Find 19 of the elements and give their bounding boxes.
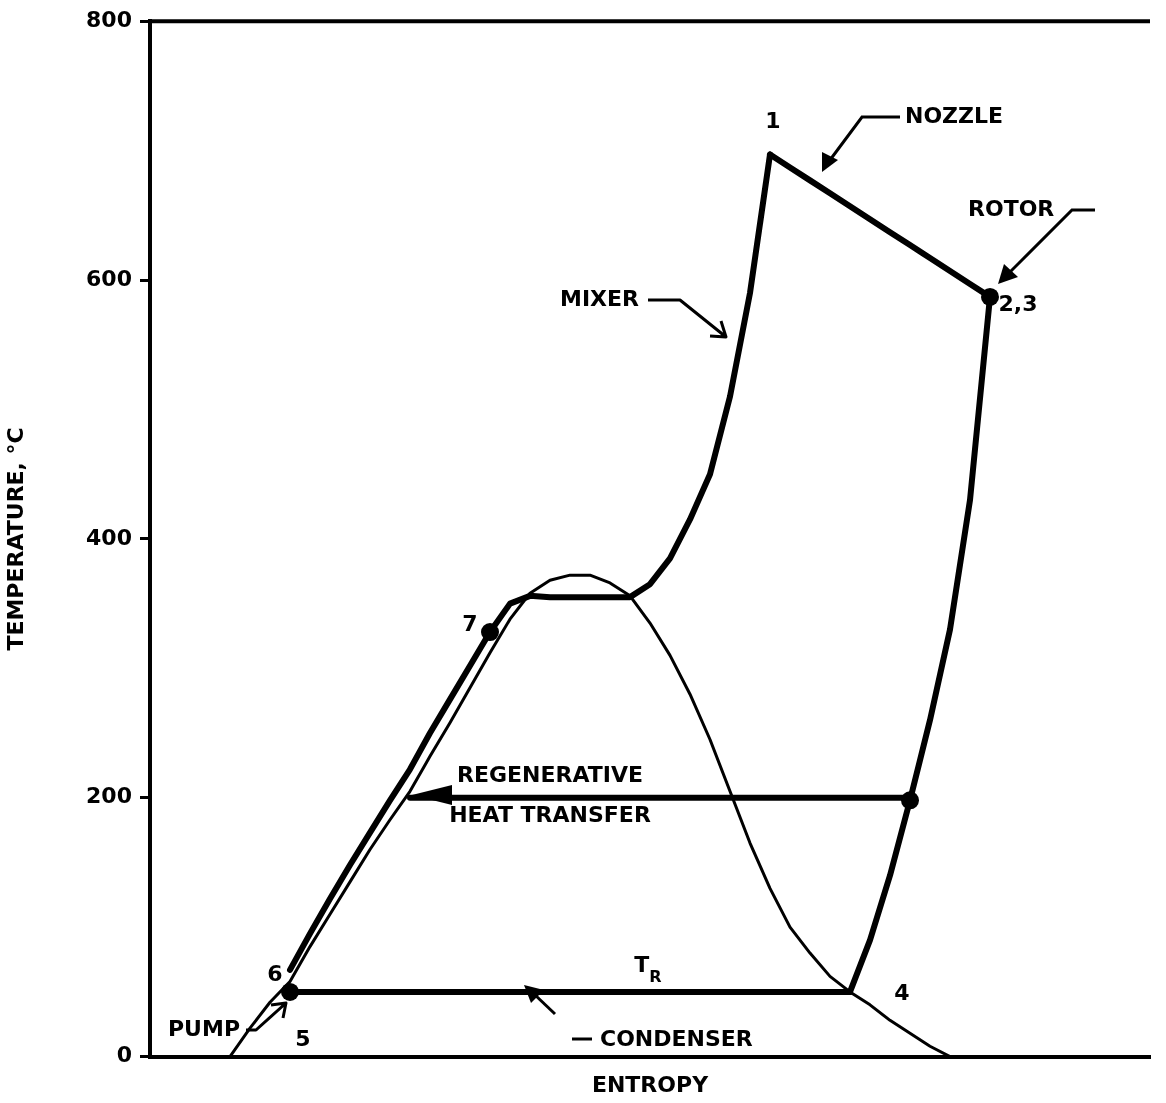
annotation: 6 xyxy=(267,960,283,986)
annotation: 7 xyxy=(462,610,478,636)
y-axis-title: TEMPERATURE, °C xyxy=(2,427,28,651)
y-tick-label: 0 xyxy=(116,1042,132,1068)
annotation: 5 xyxy=(295,1025,311,1051)
y-tick-label: 200 xyxy=(86,783,132,809)
annotation: REGENERATIVE HEAT TRANSFER xyxy=(449,761,651,827)
annotation: ROTOR xyxy=(968,195,1055,221)
x-axis-title: ENTROPY xyxy=(591,1071,710,1097)
y-tick-label: 400 xyxy=(86,524,132,550)
annotation: 2,3 xyxy=(998,290,1038,316)
annotation: 4 xyxy=(894,979,910,1005)
annotation: MIXER xyxy=(560,285,640,311)
annotation: PUMP xyxy=(168,1015,241,1041)
annotation: CONDENSER xyxy=(600,1025,753,1051)
annotation: 1 xyxy=(765,107,781,133)
y-tick-label: 600 xyxy=(86,265,132,291)
annotation: NOZZLE xyxy=(905,102,1004,128)
y-tick-label: 800 xyxy=(86,6,132,32)
